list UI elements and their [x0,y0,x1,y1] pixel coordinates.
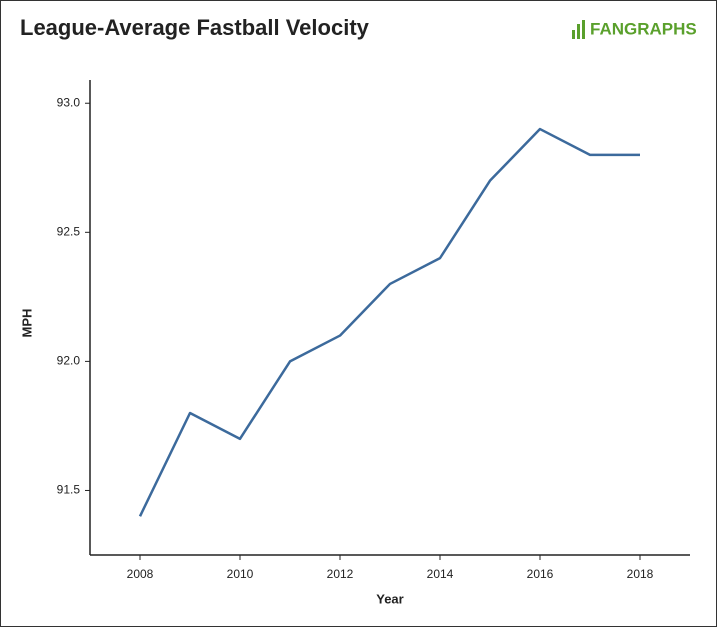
line [138,127,640,517]
logo: FANGRAPHS [590,19,697,38]
x-tick-label: 2014 [427,567,454,581]
y-axis-label: MPH [19,309,34,338]
y-tick-label: 91.5 [57,483,81,497]
x-tick-label: 2016 [527,567,554,581]
y-tick-label: 92.0 [57,354,81,368]
y-tick-label: 93.0 [57,95,81,109]
x-tick-label: 2010 [227,567,254,581]
x-tick-label: 2018 [627,567,654,581]
chart-title: League-Average Fastball Velocity [20,15,370,40]
logo-icon [572,20,585,39]
x-axis-label: Year [376,591,403,606]
x-tick-label: 2008 [127,567,154,581]
x-tick-label: 2012 [327,567,354,581]
y-tick-label: 92.5 [57,224,81,238]
